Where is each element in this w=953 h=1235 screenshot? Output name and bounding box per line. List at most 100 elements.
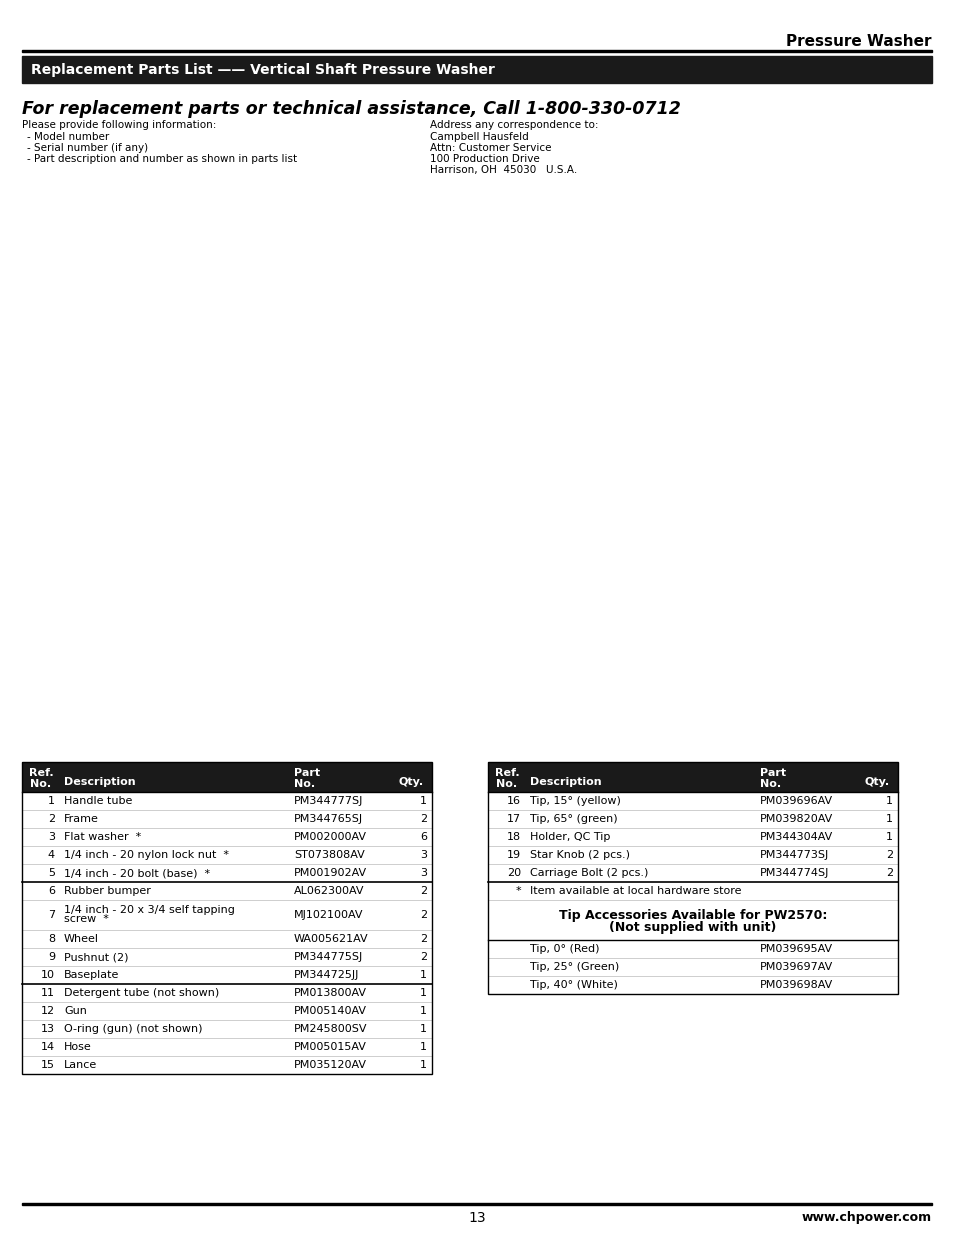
Text: 10: 10: [41, 969, 55, 981]
Text: - Part description and number as shown in parts list: - Part description and number as shown i…: [27, 154, 296, 164]
Text: Part: Part: [760, 768, 785, 778]
Text: 17: 17: [506, 814, 520, 824]
Bar: [22, 1037, 432, 1056]
Bar: [22, 762, 432, 792]
Text: Tip, 15° (yellow): Tip, 15° (yellow): [530, 797, 620, 806]
Text: Attn: Customer Service: Attn: Customer Service: [430, 143, 551, 153]
Text: 1/4 inch - 20 x 3/4 self tapping: 1/4 inch - 20 x 3/4 self tapping: [64, 905, 234, 915]
Text: Description: Description: [64, 777, 135, 787]
Text: Gun: Gun: [64, 1007, 87, 1016]
Bar: [488, 762, 897, 792]
Text: Hose: Hose: [64, 1042, 91, 1052]
Text: AL062300AV: AL062300AV: [294, 885, 364, 897]
Text: 1: 1: [885, 832, 892, 842]
Text: PM005140AV: PM005140AV: [294, 1007, 367, 1016]
Text: PM005015AV: PM005015AV: [294, 1042, 367, 1052]
Text: PM001902AV: PM001902AV: [294, 868, 367, 878]
Text: PM039698AV: PM039698AV: [760, 981, 832, 990]
Text: PM002000AV: PM002000AV: [294, 832, 367, 842]
Text: Wheel: Wheel: [64, 934, 99, 944]
Text: 1: 1: [48, 797, 55, 806]
Text: Frame: Frame: [64, 814, 99, 824]
Text: 13: 13: [468, 1212, 485, 1225]
Bar: [22, 966, 432, 984]
Text: 2: 2: [419, 910, 427, 920]
Text: 1: 1: [885, 814, 892, 824]
Bar: [488, 958, 897, 976]
Bar: [22, 56, 931, 83]
Bar: [488, 810, 897, 827]
Text: Address any correspondence to:: Address any correspondence to:: [430, 120, 598, 130]
Text: PM039820AV: PM039820AV: [760, 814, 832, 824]
Text: 14: 14: [41, 1042, 55, 1052]
Text: 20: 20: [506, 868, 520, 878]
Text: 1: 1: [419, 1060, 427, 1070]
Bar: [488, 882, 897, 900]
Text: PM039695AV: PM039695AV: [760, 944, 832, 953]
Text: 13: 13: [41, 1024, 55, 1034]
Text: 18: 18: [506, 832, 520, 842]
Text: PM035120AV: PM035120AV: [294, 1060, 367, 1070]
Text: Handle tube: Handle tube: [64, 797, 132, 806]
Text: 2: 2: [419, 814, 427, 824]
Text: 8: 8: [48, 934, 55, 944]
Text: 2: 2: [885, 850, 892, 860]
Text: Harrison, OH  45030   U.S.A.: Harrison, OH 45030 U.S.A.: [430, 165, 577, 175]
Text: Campbell Hausfeld: Campbell Hausfeld: [430, 132, 528, 142]
Bar: [488, 827, 897, 846]
Text: *: *: [515, 885, 520, 897]
Bar: [22, 49, 931, 52]
Text: Holder, QC Tip: Holder, QC Tip: [530, 832, 610, 842]
Bar: [488, 762, 897, 994]
Bar: [22, 948, 432, 966]
Text: 3: 3: [48, 832, 55, 842]
Bar: [488, 846, 897, 864]
Bar: [22, 1020, 432, 1037]
Text: 7: 7: [48, 910, 55, 920]
Text: Flat washer  *: Flat washer *: [64, 832, 141, 842]
Text: PM344777SJ: PM344777SJ: [294, 797, 363, 806]
Text: 1: 1: [419, 1042, 427, 1052]
Text: (Not supplied with unit): (Not supplied with unit): [609, 920, 776, 934]
Text: 1: 1: [419, 1007, 427, 1016]
Text: 2: 2: [48, 814, 55, 824]
Text: 9: 9: [48, 952, 55, 962]
Text: 19: 19: [506, 850, 520, 860]
Text: PM013800AV: PM013800AV: [294, 988, 367, 998]
Text: PM344774SJ: PM344774SJ: [760, 868, 828, 878]
Text: PM039696AV: PM039696AV: [760, 797, 832, 806]
Bar: [488, 792, 897, 810]
Bar: [22, 827, 432, 846]
Text: - Model number: - Model number: [27, 132, 110, 142]
Text: No.: No.: [760, 779, 781, 789]
Text: 6: 6: [419, 832, 427, 842]
Text: 2: 2: [419, 952, 427, 962]
Text: Qty.: Qty.: [863, 777, 888, 787]
Text: Tip, 0° (Red): Tip, 0° (Red): [530, 944, 598, 953]
Bar: [22, 984, 432, 1002]
Bar: [22, 165, 931, 755]
Text: Ref.: Ref.: [29, 768, 53, 778]
Text: 16: 16: [506, 797, 520, 806]
Text: Pushnut (2): Pushnut (2): [64, 952, 129, 962]
Bar: [22, 900, 432, 930]
Text: 5: 5: [48, 868, 55, 878]
Text: PM344775SJ: PM344775SJ: [294, 952, 363, 962]
Text: WA005621AV: WA005621AV: [294, 934, 368, 944]
Text: PM245800SV: PM245800SV: [294, 1024, 367, 1034]
Text: 100 Production Drive: 100 Production Drive: [430, 154, 539, 164]
Text: Baseplate: Baseplate: [64, 969, 119, 981]
Text: 2: 2: [885, 868, 892, 878]
Text: PM344765SJ: PM344765SJ: [294, 814, 363, 824]
Text: 1/4 inch - 20 bolt (base)  *: 1/4 inch - 20 bolt (base) *: [64, 868, 210, 878]
Bar: [488, 864, 897, 882]
Text: Rubber bumper: Rubber bumper: [64, 885, 151, 897]
Text: Description: Description: [530, 777, 601, 787]
Text: Star Knob (2 pcs.): Star Knob (2 pcs.): [530, 850, 629, 860]
Bar: [22, 1203, 931, 1205]
Text: Please provide following information:: Please provide following information:: [22, 120, 216, 130]
Text: Tip, 40° (White): Tip, 40° (White): [530, 981, 618, 990]
Text: screw  *: screw *: [64, 914, 109, 924]
Text: 2: 2: [419, 934, 427, 944]
Text: Replacement Parts List —— Vertical Shaft Pressure Washer: Replacement Parts List —— Vertical Shaft…: [30, 63, 495, 77]
